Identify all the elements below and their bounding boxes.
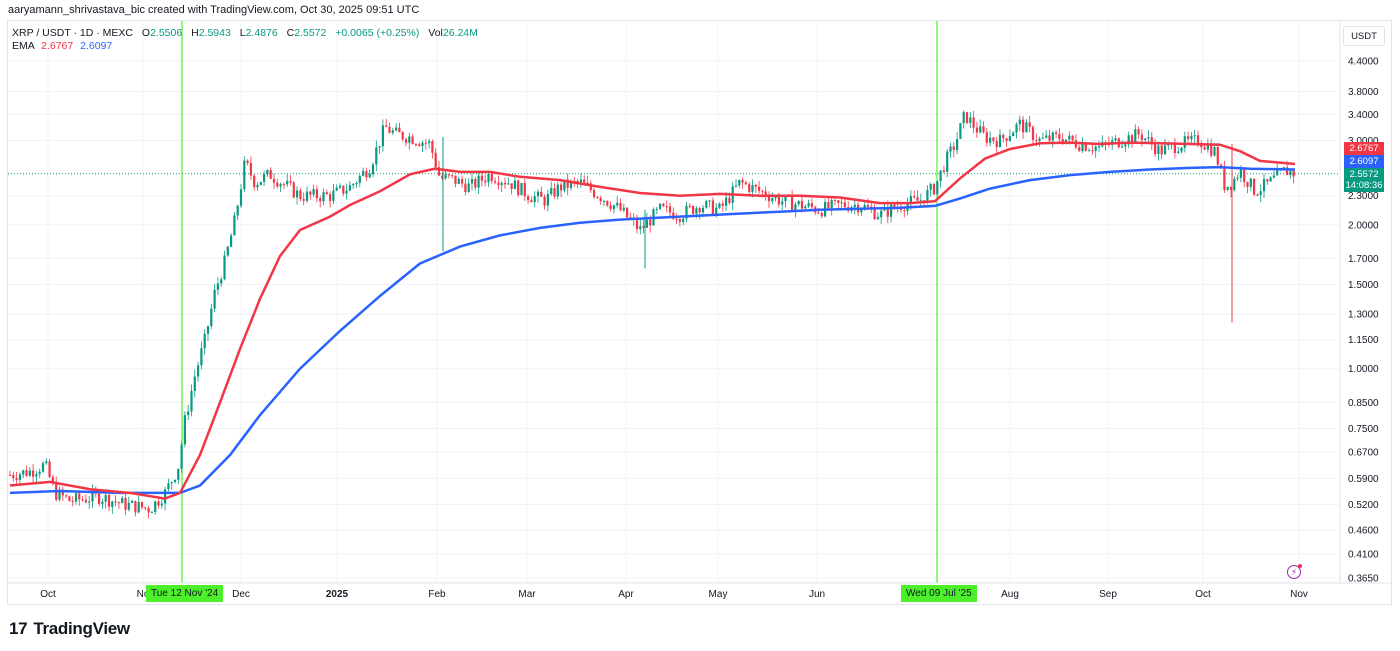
ema-label: EMA xyxy=(12,40,35,52)
time-axis[interactable]: Oct No Dec 2025 Feb Mar Apr May Jun Aug Sep Oct Nov xyxy=(40,589,1308,600)
price-tick-label: 1.0000 xyxy=(1348,364,1379,375)
time-tick-label: Dec xyxy=(232,589,250,600)
price-tick-label: 0.8500 xyxy=(1348,398,1379,409)
time-tick-label: Apr xyxy=(618,589,634,600)
price-tick-label: 1.3000 xyxy=(1348,310,1379,321)
ema-fast-value: 2.6767 xyxy=(41,40,74,52)
tradingview-logo-mark-icon: 17 xyxy=(9,619,28,638)
price-tick-label: 3.4000 xyxy=(1348,110,1379,121)
symbol-label[interactable]: XRP / USDT · 1D · MEXC xyxy=(12,27,133,39)
time-tick-label: Jun xyxy=(809,589,825,600)
price-tick-label: 1.5000 xyxy=(1348,280,1379,291)
tradingview-logo-text: TradingView xyxy=(33,619,130,638)
high-label: H xyxy=(191,27,199,39)
price-tick-label: 0.5200 xyxy=(1348,500,1379,511)
time-tick-label: May xyxy=(709,589,728,600)
crosshair-date-label: Tue 12 Nov '24 xyxy=(146,585,224,602)
price-tick-label: 0.5900 xyxy=(1348,474,1379,485)
lightning-alert-icon[interactable]: ⚡ xyxy=(1287,564,1302,579)
high-value: 2.5943 xyxy=(198,27,231,39)
price-tick-label: 0.4600 xyxy=(1348,526,1379,537)
price-tick-label: 0.6700 xyxy=(1348,447,1379,458)
date-marker-lines xyxy=(181,21,938,583)
ema-fast-line xyxy=(9,141,1296,500)
volume-label: Vol xyxy=(428,27,443,39)
volume-value: 26.24M xyxy=(442,27,478,39)
price-tick-label: 3.8000 xyxy=(1348,87,1379,98)
close-value: 2.5572 xyxy=(294,27,327,39)
time-tick-label: Mar xyxy=(518,589,536,600)
time-tick-label: Nov xyxy=(1290,589,1308,600)
ema-fast-price-tag: 2.6767 xyxy=(1344,142,1384,155)
time-tick-label: Aug xyxy=(1001,589,1019,600)
price-tick-label: 4.4000 xyxy=(1348,57,1379,68)
time-tick-label: Oct xyxy=(1195,589,1211,600)
ema-slow-value: 2.6097 xyxy=(80,40,113,52)
price-tick-label: 0.7500 xyxy=(1348,424,1379,435)
time-tick-label: Feb xyxy=(428,589,446,600)
time-tick-label: 2025 xyxy=(326,589,349,600)
ema-row[interactable]: EMA 2.6767 2.6097 xyxy=(12,40,478,53)
change-value: +0.0065 (+0.25%) xyxy=(335,27,420,39)
price-tick-label: 2.3000 xyxy=(1348,191,1379,202)
chart-pane[interactable] xyxy=(7,20,1392,605)
candlestick-series xyxy=(8,110,1295,519)
tradingview-logo[interactable]: 17 TradingView xyxy=(9,619,130,639)
close-label: C xyxy=(286,27,295,39)
price-axis[interactable]: 4.4000 3.8000 3.4000 3.0000 2.3000 2.0000 1.70… xyxy=(1348,57,1379,585)
price-tick-label: 3.0000 xyxy=(1348,136,1379,147)
bar-countdown: 14:08:36 xyxy=(1345,180,1383,191)
currency-button[interactable]: USDT xyxy=(1343,26,1385,46)
time-tick-label: Sep xyxy=(1099,589,1117,600)
grid-lines xyxy=(8,21,1340,583)
chart-legend: XRP / USDT · 1D · MEXC O2.5506 H2.5943 L… xyxy=(12,27,478,53)
price-tick-label: 1.1500 xyxy=(1348,335,1379,346)
ema-slow-price-tag: 2.6097 xyxy=(1344,155,1384,168)
price-tick-label: 0.4100 xyxy=(1348,549,1379,560)
price-tick-label: 1.7000 xyxy=(1348,254,1379,265)
low-label: L xyxy=(239,27,246,39)
ema-slow-line xyxy=(9,165,1296,495)
chart-attribution: aaryamann_shrivastava_bic created with T… xyxy=(8,4,420,16)
low-value: 2.4876 xyxy=(245,27,278,39)
price-tick-label: 2.0000 xyxy=(1348,220,1379,231)
price-tick-label: 0.3650 xyxy=(1348,574,1379,585)
open-label: O xyxy=(141,27,151,39)
ohlc-row: XRP / USDT · 1D · MEXC O2.5506 H2.5943 L… xyxy=(12,27,478,40)
time-tick-label: Oct xyxy=(40,589,56,600)
last-price-value: 2.5572 xyxy=(1349,169,1379,180)
crosshair-date-label: Wed 09 Jul '25 xyxy=(901,585,977,602)
time-tick-label: No xyxy=(137,589,150,600)
open-value: 2.5506 xyxy=(150,27,183,39)
last-price-tag: 2.5572 14:08:36 xyxy=(1344,168,1384,192)
